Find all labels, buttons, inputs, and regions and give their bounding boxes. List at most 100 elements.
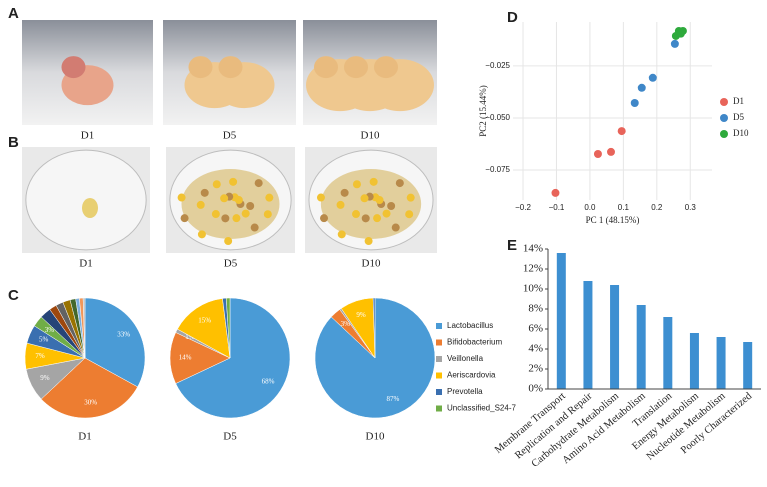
legend-marker [720, 114, 728, 122]
pie-slice [84, 297, 146, 388]
legend-label: Prevotella [447, 387, 483, 396]
chick-head [344, 56, 368, 79]
grain [196, 200, 205, 209]
panel-label: D [507, 9, 518, 26]
slice-label: 9% [40, 374, 50, 382]
slice-label: 5% [39, 336, 49, 344]
y-tick-label: −0.050 [485, 113, 510, 122]
scatter-point [676, 29, 685, 38]
legend-label: D1 [733, 96, 744, 106]
pie-slice [175, 297, 291, 419]
panel-label: A [8, 5, 19, 22]
grain [369, 177, 378, 186]
legend-label: D5 [733, 112, 744, 122]
pie-caption: D1 [78, 431, 91, 443]
legend-label: Aeriscardovia [447, 371, 496, 380]
legend-swatch [436, 323, 442, 329]
scatter-point [617, 127, 626, 136]
grain [177, 193, 186, 202]
y-tick-label: 8% [528, 303, 543, 315]
grain [229, 177, 238, 186]
slice-label: 9% [356, 311, 366, 319]
bar [636, 305, 646, 389]
bar [583, 281, 593, 389]
legend-marker [720, 130, 728, 138]
grain [263, 210, 272, 219]
grain [395, 179, 404, 188]
slice-label: 68% [262, 378, 275, 386]
chick-head [188, 56, 213, 79]
panel-label: E [507, 237, 517, 254]
grain [352, 180, 361, 189]
photo-caption: D5 [223, 130, 237, 142]
grain [373, 214, 382, 223]
y-tick-label: 14% [523, 243, 543, 255]
chick-head [374, 56, 398, 79]
y-tick-label: 0% [528, 383, 543, 395]
grain [265, 193, 274, 202]
grain [246, 201, 255, 210]
pie-slice [225, 297, 231, 359]
chick-head [61, 56, 86, 79]
grain [336, 200, 345, 209]
bar [663, 317, 673, 389]
y-axis-label: PC2 (15.44%) [478, 85, 488, 137]
grain [212, 180, 221, 189]
legend-label: Lactobacillus [447, 321, 493, 330]
grain [254, 179, 263, 188]
bar [610, 285, 620, 389]
pie-slice [169, 332, 231, 384]
legend-swatch [436, 405, 442, 412]
slice-label: 15% [198, 316, 211, 324]
slice-label: 3% [45, 326, 55, 334]
pie-slice [82, 297, 86, 359]
grain [220, 194, 229, 203]
crop-content [82, 198, 98, 218]
scatter-point [637, 83, 646, 92]
grain [340, 188, 349, 197]
grain [221, 214, 230, 223]
pie-slice [177, 298, 231, 359]
y-tick-label: 12% [523, 263, 543, 275]
grain [250, 223, 259, 232]
plot-area [513, 22, 712, 200]
bar [743, 342, 753, 389]
slice-label: 87% [386, 395, 399, 403]
x-tick-label: 0.1 [618, 203, 630, 212]
grain [361, 214, 370, 223]
crop-content [181, 169, 280, 239]
legend-label: D10 [733, 128, 749, 138]
photo-caption: D1 [79, 258, 92, 270]
grain [360, 194, 369, 203]
x-tick-label: 0.3 [685, 203, 697, 212]
pie-caption: D5 [223, 431, 237, 443]
legend-swatch [436, 356, 442, 362]
scatter-point [593, 149, 602, 158]
y-tick-label: 4% [528, 343, 543, 355]
bar [716, 337, 726, 389]
grain [241, 209, 250, 218]
chick-head [314, 56, 338, 79]
legend-marker [720, 98, 728, 106]
slice-label: 1% [185, 333, 195, 341]
legend-label: Veillonella [447, 354, 484, 363]
slice-label: 33% [117, 331, 130, 339]
grain [211, 210, 220, 219]
photo-caption: D5 [224, 258, 238, 270]
grain [200, 188, 209, 197]
x-tick-label: 0.2 [651, 203, 663, 212]
pie-slice [372, 297, 376, 359]
slice-label: 3% [341, 320, 351, 328]
x-axis-label: PC 1 (48.15%) [586, 215, 640, 225]
grain [337, 230, 346, 239]
grain [391, 223, 400, 232]
y-tick-label: −0.075 [485, 165, 510, 174]
grain [224, 237, 233, 246]
legend-swatch [436, 372, 442, 379]
grain [382, 209, 391, 218]
slice-label: 14% [179, 354, 192, 362]
grain [387, 201, 396, 210]
grain [197, 230, 206, 239]
grain [320, 214, 329, 223]
legend-label: Unclassified_S24-7 [447, 404, 516, 413]
